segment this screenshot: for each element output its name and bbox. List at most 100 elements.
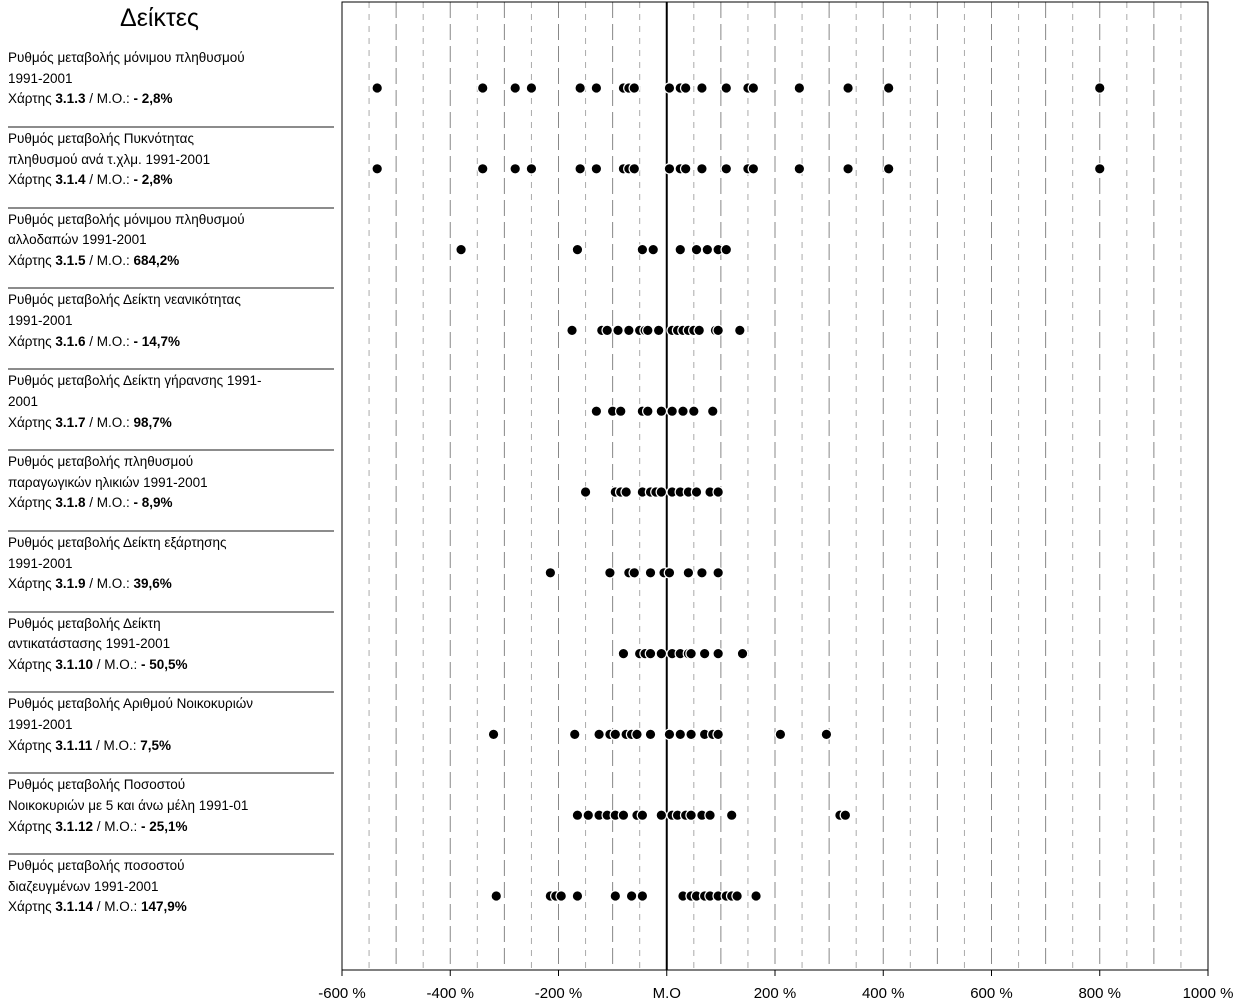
indicator-separator bbox=[8, 287, 334, 290]
map-label: Χάρτης bbox=[8, 899, 52, 915]
indicator-item: Ρυθμός μεταβολής ποσοστού διαζευγμένων 1… bbox=[8, 856, 330, 918]
data-point bbox=[663, 566, 676, 579]
x-tick-label: -200 % bbox=[535, 985, 583, 1002]
indicator-name: Ρυθμός μεταβολής Αριθμού Νοικοκυριών 199… bbox=[8, 696, 254, 733]
data-point bbox=[682, 566, 695, 579]
indicator-item: Ρυθμός μεταβολής Πυκνότητας πληθυσμού αν… bbox=[8, 129, 330, 191]
indicator-separator bbox=[8, 691, 334, 694]
data-point bbox=[593, 728, 605, 741]
indicator-item: Ρυθμός μεταβολής Δείκτη νεανικότητας 199… bbox=[8, 290, 330, 352]
indicator-item: Ρυθμός μεταβολής Δείκτη αντικατάστασης 1… bbox=[8, 614, 330, 676]
indicator-item: Ρυθμός μεταβολής Δείκτη γήρανσης 1991- 2… bbox=[8, 371, 330, 433]
data-point bbox=[750, 890, 762, 902]
data-point bbox=[720, 82, 733, 94]
data-point bbox=[476, 163, 489, 175]
data-point bbox=[679, 82, 692, 94]
data-point bbox=[698, 647, 711, 660]
data-point bbox=[623, 324, 635, 337]
data-point bbox=[590, 82, 603, 94]
map-number: 3.1.9 bbox=[55, 576, 86, 592]
map-label: Χάρτης bbox=[8, 414, 52, 430]
data-point bbox=[509, 163, 521, 175]
data-point bbox=[712, 728, 724, 741]
indicator-map-reference: Χάρτης 3.1.9 / Μ.Ο.: 39,6% bbox=[8, 576, 172, 592]
data-point bbox=[590, 405, 603, 417]
data-point bbox=[663, 163, 676, 175]
indicator-map-reference: Χάρτης 3.1.3 / Μ.Ο.: - 2,8% bbox=[8, 91, 173, 107]
data-point bbox=[371, 163, 383, 175]
data-point bbox=[476, 82, 489, 94]
indicator-item: Ρυθμός μεταβολής πληθυσμού παραγωγικών η… bbox=[8, 452, 330, 514]
data-point bbox=[663, 728, 676, 741]
indicator-separator bbox=[8, 449, 334, 451]
data-point bbox=[566, 324, 578, 337]
indicator-map-reference: Χάρτης 3.1.10 / Μ.Ο.: - 50,5% bbox=[8, 657, 188, 672]
panel-title: Δείκτες bbox=[120, 4, 199, 32]
data-point bbox=[674, 243, 687, 256]
indicator-name: Ρυθμός μεταβολής Δείκτη αντικατάστασης 1… bbox=[8, 615, 171, 652]
average-label: Μ.Ο.: bbox=[96, 495, 130, 511]
map-number: 3.1.14 bbox=[55, 899, 93, 915]
data-point bbox=[642, 324, 654, 337]
indicator-name: Ρυθμός μεταβολής πληθυσμού παραγωγικών η… bbox=[8, 454, 208, 490]
indicator-map-reference: Χάρτης 3.1.12 / Μ.Ο.: - 25,1% bbox=[8, 818, 188, 834]
data-point bbox=[614, 405, 627, 417]
average-value: 684,2% bbox=[133, 253, 180, 268]
data-point bbox=[612, 324, 624, 337]
average-label: Μ.Ο.: bbox=[96, 333, 130, 349]
indicator-map-reference: Χάρτης 3.1.6 / Μ.Ο.: - 14,7% bbox=[8, 333, 181, 349]
data-point bbox=[455, 243, 467, 256]
data-point bbox=[704, 809, 716, 821]
data-point bbox=[720, 163, 733, 175]
x-tick-label: 1000 % bbox=[1183, 985, 1234, 1002]
indicator-map-reference: Χάρτης 3.1.5 / Μ.Ο.: 684,2% bbox=[8, 253, 180, 268]
average-label: Μ.Ο.: bbox=[96, 576, 130, 592]
indicator-item: Ρυθμός μεταβολής Ποσοστού Νοικοκυριών με… bbox=[8, 775, 330, 837]
data-point bbox=[842, 163, 854, 175]
data-point bbox=[617, 809, 630, 821]
x-tick-label: -400 % bbox=[426, 985, 474, 1002]
indicator-item: Ρυθμός μεταβολής Αριθμού Νοικοκυριών 199… bbox=[8, 694, 330, 756]
data-point bbox=[574, 163, 586, 175]
data-point bbox=[620, 486, 632, 498]
data-point bbox=[490, 890, 503, 902]
data-point bbox=[609, 890, 622, 902]
indicator-separator bbox=[8, 610, 334, 613]
data-point bbox=[793, 82, 806, 94]
data-point bbox=[655, 647, 668, 660]
data-point bbox=[655, 809, 668, 821]
data-point bbox=[628, 566, 641, 579]
data-point bbox=[644, 728, 657, 741]
map-label: Χάρτης bbox=[8, 818, 52, 834]
indicator-item: Ρυθμός μεταβολής μόνιμου πληθυσμού 1991-… bbox=[8, 48, 330, 110]
indicator-separator bbox=[8, 529, 334, 532]
data-point bbox=[571, 809, 584, 821]
x-tick-label: 200 % bbox=[754, 985, 797, 1002]
map-label: Χάρτης bbox=[8, 172, 52, 188]
average-label: Μ.Ο.: bbox=[96, 253, 130, 268]
average-label: Μ.Ο.: bbox=[104, 657, 138, 672]
map-label: Χάρτης bbox=[8, 495, 52, 511]
indicator-name: Ρυθμός μεταβολής Ποσοστού Νοικοκυριών με… bbox=[8, 777, 249, 813]
data-point bbox=[1093, 163, 1106, 175]
map-number: 3.1.5 bbox=[55, 253, 86, 268]
indicator-name: Ρυθμός μεταβολής μόνιμου πληθυσμού 1991-… bbox=[8, 50, 245, 86]
data-point bbox=[663, 82, 676, 94]
average-value: 147,9% bbox=[141, 899, 187, 915]
data-point bbox=[609, 728, 622, 741]
map-label: Χάρτης bbox=[8, 333, 52, 349]
x-tick-label: 800 % bbox=[1078, 985, 1121, 1002]
indicator-separator bbox=[8, 125, 334, 128]
indicator-name: Ρυθμός μεταβολής Πυκνότητας πληθυσμού αν… bbox=[8, 130, 211, 167]
map-number: 3.1.3 bbox=[55, 91, 86, 107]
data-point bbox=[842, 82, 854, 94]
x-tick-label: -600 % bbox=[318, 985, 366, 1002]
average-value: - 14,7% bbox=[133, 333, 181, 349]
data-point bbox=[574, 82, 586, 94]
indicator-map-reference: Χάρτης 3.1.14 / Μ.Ο.: 147,9% bbox=[8, 899, 187, 915]
data-point bbox=[579, 486, 592, 498]
data-point bbox=[882, 163, 895, 175]
data-point bbox=[652, 324, 665, 337]
data-point bbox=[712, 647, 724, 660]
data-point bbox=[628, 82, 641, 94]
